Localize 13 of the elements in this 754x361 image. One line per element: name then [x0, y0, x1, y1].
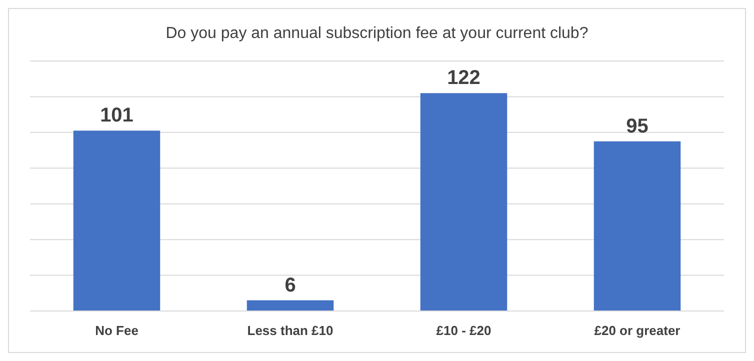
x-tick-label: £20 or greater	[594, 323, 680, 338]
bar	[594, 141, 681, 311]
data-label: 95	[626, 115, 648, 138]
bar	[73, 130, 160, 311]
data-label: 6	[284, 274, 296, 296]
bar	[246, 300, 334, 311]
bar	[420, 93, 508, 311]
chart-title: Do you pay an annual subscription fee at your current club?	[166, 25, 588, 42]
data-label: 122	[447, 67, 480, 90]
x-tick-label: No Fee	[95, 323, 138, 338]
x-tick-label: £10 - £20	[436, 323, 492, 338]
data-label: 101	[100, 104, 134, 127]
x-tick-label: Less than £10	[247, 323, 334, 338]
